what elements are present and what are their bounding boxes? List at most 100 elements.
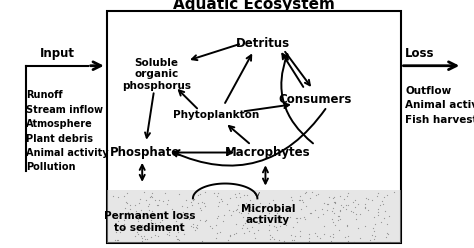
Point — [336, 228, 343, 232]
Point — [339, 205, 346, 209]
FancyArrowPatch shape — [282, 54, 313, 143]
Point — [123, 191, 130, 195]
Point — [136, 228, 143, 232]
Point — [246, 205, 254, 209]
Point — [218, 199, 225, 203]
FancyArrowPatch shape — [179, 90, 197, 108]
Point — [331, 223, 338, 227]
Point — [283, 223, 290, 227]
Point — [337, 209, 344, 213]
Point — [328, 217, 336, 220]
Point — [209, 226, 216, 230]
Point — [183, 213, 191, 217]
Point — [319, 212, 327, 216]
Point — [194, 201, 201, 205]
Point — [140, 234, 148, 238]
Point — [109, 194, 117, 198]
Point — [164, 202, 171, 206]
Point — [324, 202, 332, 206]
Point — [307, 211, 314, 215]
Text: Macrophytes: Macrophytes — [225, 146, 310, 159]
Point — [226, 233, 233, 237]
Point — [132, 203, 139, 207]
Point — [242, 208, 249, 212]
Point — [225, 208, 233, 212]
Point — [149, 210, 156, 214]
Point — [311, 231, 319, 235]
Point — [327, 239, 335, 243]
Point — [318, 207, 325, 211]
Point — [191, 228, 199, 232]
Point — [183, 205, 191, 209]
Point — [147, 235, 155, 239]
Point — [279, 205, 287, 209]
Point — [201, 218, 209, 222]
Point — [354, 202, 362, 206]
FancyArrowPatch shape — [140, 165, 145, 180]
Point — [363, 196, 370, 200]
Point — [147, 194, 155, 198]
Point — [217, 197, 225, 201]
Point — [124, 210, 132, 214]
Point — [349, 210, 356, 214]
Point — [320, 232, 328, 236]
Point — [344, 224, 351, 228]
Point — [371, 215, 378, 219]
Point — [137, 234, 145, 238]
FancyArrowPatch shape — [173, 109, 326, 166]
Text: Loss: Loss — [405, 47, 435, 60]
Point — [141, 237, 149, 241]
Point — [305, 236, 313, 240]
Point — [142, 211, 150, 215]
Point — [370, 225, 377, 229]
Point — [254, 228, 262, 232]
Point — [188, 200, 195, 204]
Point — [146, 195, 154, 199]
Point — [344, 239, 352, 243]
Point — [135, 232, 142, 236]
Point — [265, 201, 273, 205]
Point — [362, 205, 369, 209]
Point — [301, 216, 308, 219]
Point — [113, 230, 120, 234]
Point — [342, 235, 349, 239]
Point — [302, 190, 310, 194]
Point — [214, 204, 221, 208]
Point — [374, 210, 382, 214]
Point — [213, 216, 220, 220]
Point — [379, 199, 386, 203]
Point — [374, 208, 382, 212]
Point — [145, 202, 153, 206]
Point — [189, 198, 197, 202]
Point — [287, 205, 294, 209]
Point — [242, 201, 250, 205]
Point — [148, 195, 156, 199]
Point — [216, 200, 223, 204]
Point — [383, 231, 391, 235]
Point — [256, 201, 264, 205]
Point — [299, 200, 306, 204]
Point — [182, 198, 190, 202]
Point — [226, 196, 234, 200]
Point — [245, 211, 252, 215]
Point — [337, 203, 345, 207]
Point — [240, 231, 248, 235]
Point — [297, 194, 304, 198]
Point — [236, 210, 243, 214]
Point — [330, 200, 338, 204]
Point — [293, 220, 301, 224]
Point — [344, 194, 351, 198]
Point — [288, 238, 296, 242]
Point — [374, 191, 382, 195]
Point — [352, 197, 359, 201]
Point — [330, 212, 338, 216]
Text: Phytoplankton: Phytoplankton — [173, 110, 259, 120]
Point — [377, 203, 384, 207]
Point — [243, 193, 250, 197]
Point — [352, 212, 359, 216]
Point — [172, 219, 180, 223]
Point — [265, 215, 273, 219]
Point — [143, 198, 150, 202]
Point — [193, 226, 201, 230]
Point — [377, 219, 385, 223]
